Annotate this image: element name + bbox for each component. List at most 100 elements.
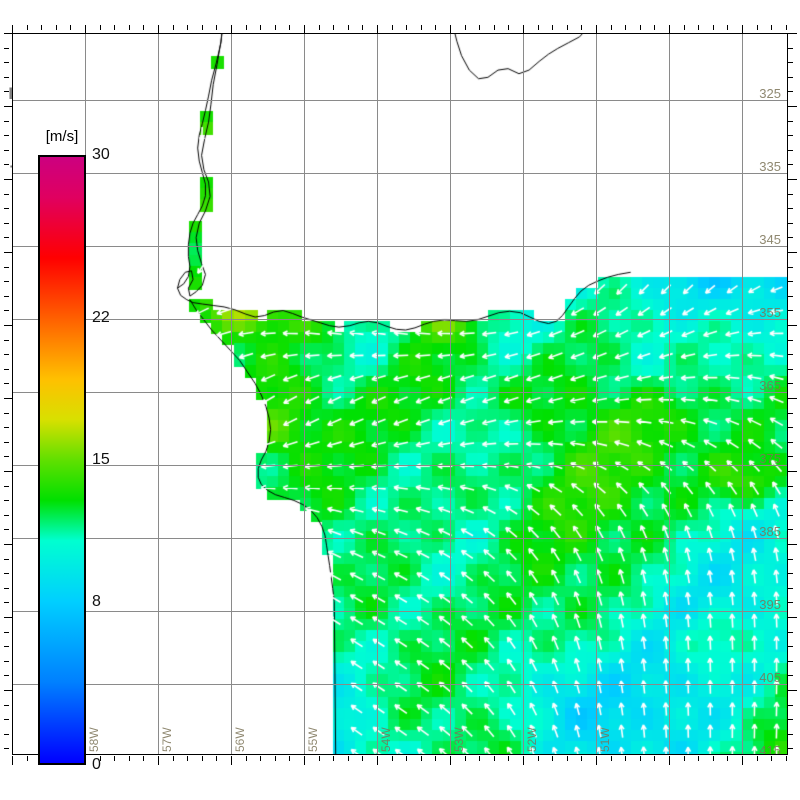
axis-tick <box>4 310 9 312</box>
axis-tick <box>114 756 116 761</box>
axis-tick <box>788 500 793 502</box>
axis-tick <box>581 756 583 761</box>
axis-tick <box>201 756 203 761</box>
axis-tick <box>4 500 9 502</box>
ruler-right <box>788 33 797 755</box>
axis-tick <box>788 427 793 429</box>
axis-tick <box>4 398 12 399</box>
axis-tick <box>788 120 793 122</box>
axis-tick <box>788 471 797 472</box>
axis-tick <box>435 25 437 30</box>
gridline-horizontal <box>13 173 787 174</box>
gridline-horizontal <box>13 319 787 320</box>
axis-tick <box>347 25 349 30</box>
axis-tick <box>4 76 9 78</box>
axis-tick <box>788 252 797 253</box>
axis-tick <box>788 310 793 312</box>
axis-tick <box>788 91 793 93</box>
axis-tick <box>464 756 466 761</box>
axis-tick <box>610 25 612 30</box>
gridline-horizontal <box>13 246 787 247</box>
axis-tick <box>771 756 773 761</box>
axis-tick <box>788 631 793 633</box>
axis-tick <box>788 179 797 180</box>
axis-tick <box>788 47 793 49</box>
axis-tick <box>187 25 189 30</box>
gridline-vertical <box>377 34 378 754</box>
axis-tick <box>128 756 130 761</box>
axis-tick <box>788 295 793 297</box>
colorbar-tick: 8 <box>92 593 101 611</box>
axis-tick <box>318 25 320 30</box>
colorbar-tick: 15 <box>92 451 110 468</box>
axis-tick <box>362 25 364 30</box>
axis-tick <box>566 25 568 30</box>
axis-tick <box>625 756 627 761</box>
axis-tick <box>70 25 72 30</box>
axis-tick <box>4 646 9 648</box>
axis-tick <box>260 25 262 30</box>
colorbar-gradient <box>38 155 86 765</box>
gridline-vertical <box>742 34 743 754</box>
axis-tick <box>4 266 9 268</box>
axis-tick <box>788 106 797 107</box>
axis-tick <box>172 756 174 761</box>
axis-tick <box>4 587 9 589</box>
axis-tick <box>788 514 793 516</box>
map-plot-area[interactable]: 58W 57W 56W 55W 54W 53W 52W 51W 325 335 345 355 365 3… <box>12 33 788 755</box>
axis-tick <box>85 25 86 33</box>
axis-tick <box>4 573 9 575</box>
axis-tick <box>683 756 685 761</box>
axis-tick <box>4 544 12 545</box>
axis-tick <box>788 529 793 531</box>
axis-tick <box>596 756 597 765</box>
axis-tick <box>788 441 793 443</box>
axis-tick <box>158 756 159 765</box>
axis-tick <box>788 237 793 239</box>
axis-tick <box>231 756 232 765</box>
axis-tick <box>4 748 9 750</box>
gridline-vertical <box>596 34 597 754</box>
gridline-vertical <box>669 34 670 754</box>
axis-tick <box>788 149 793 151</box>
axis-tick <box>391 25 393 30</box>
axis-tick <box>654 25 656 30</box>
axis-tick <box>669 25 670 33</box>
axis-tick <box>788 135 793 137</box>
gridline-horizontal <box>13 465 787 466</box>
axis-tick <box>391 756 393 761</box>
axis-tick <box>187 756 189 761</box>
axis-tick <box>4 617 12 618</box>
axis-tick <box>4 47 9 49</box>
colorbar-unit-label: [m/s] <box>45 128 79 145</box>
axis-tick <box>12 25 13 33</box>
axis-tick <box>788 690 797 691</box>
axis-tick <box>274 25 276 30</box>
axis-tick <box>712 756 714 761</box>
axis-tick <box>362 756 364 761</box>
axis-tick <box>788 646 793 648</box>
axis-tick <box>639 756 641 761</box>
axis-tick <box>4 368 9 370</box>
axis-tick <box>245 25 247 30</box>
axis-tick <box>788 193 793 195</box>
axis-tick <box>4 690 12 691</box>
gridline-vertical <box>304 34 305 754</box>
gridline-vertical <box>450 34 451 754</box>
axis-tick <box>788 573 793 575</box>
axis-tick <box>479 25 481 30</box>
axis-tick <box>788 660 793 662</box>
axis-tick <box>788 281 793 283</box>
axis-tick <box>377 25 378 33</box>
axis-tick <box>4 208 9 210</box>
ruler-left <box>4 33 12 755</box>
axis-tick <box>420 25 422 30</box>
axis-tick <box>4 427 9 429</box>
axis-tick <box>406 25 408 30</box>
axis-tick <box>216 25 218 30</box>
axis-tick <box>4 325 12 326</box>
axis-tick <box>347 756 349 761</box>
axis-tick <box>4 704 9 706</box>
axis-tick <box>727 25 729 30</box>
axis-tick <box>566 756 568 761</box>
